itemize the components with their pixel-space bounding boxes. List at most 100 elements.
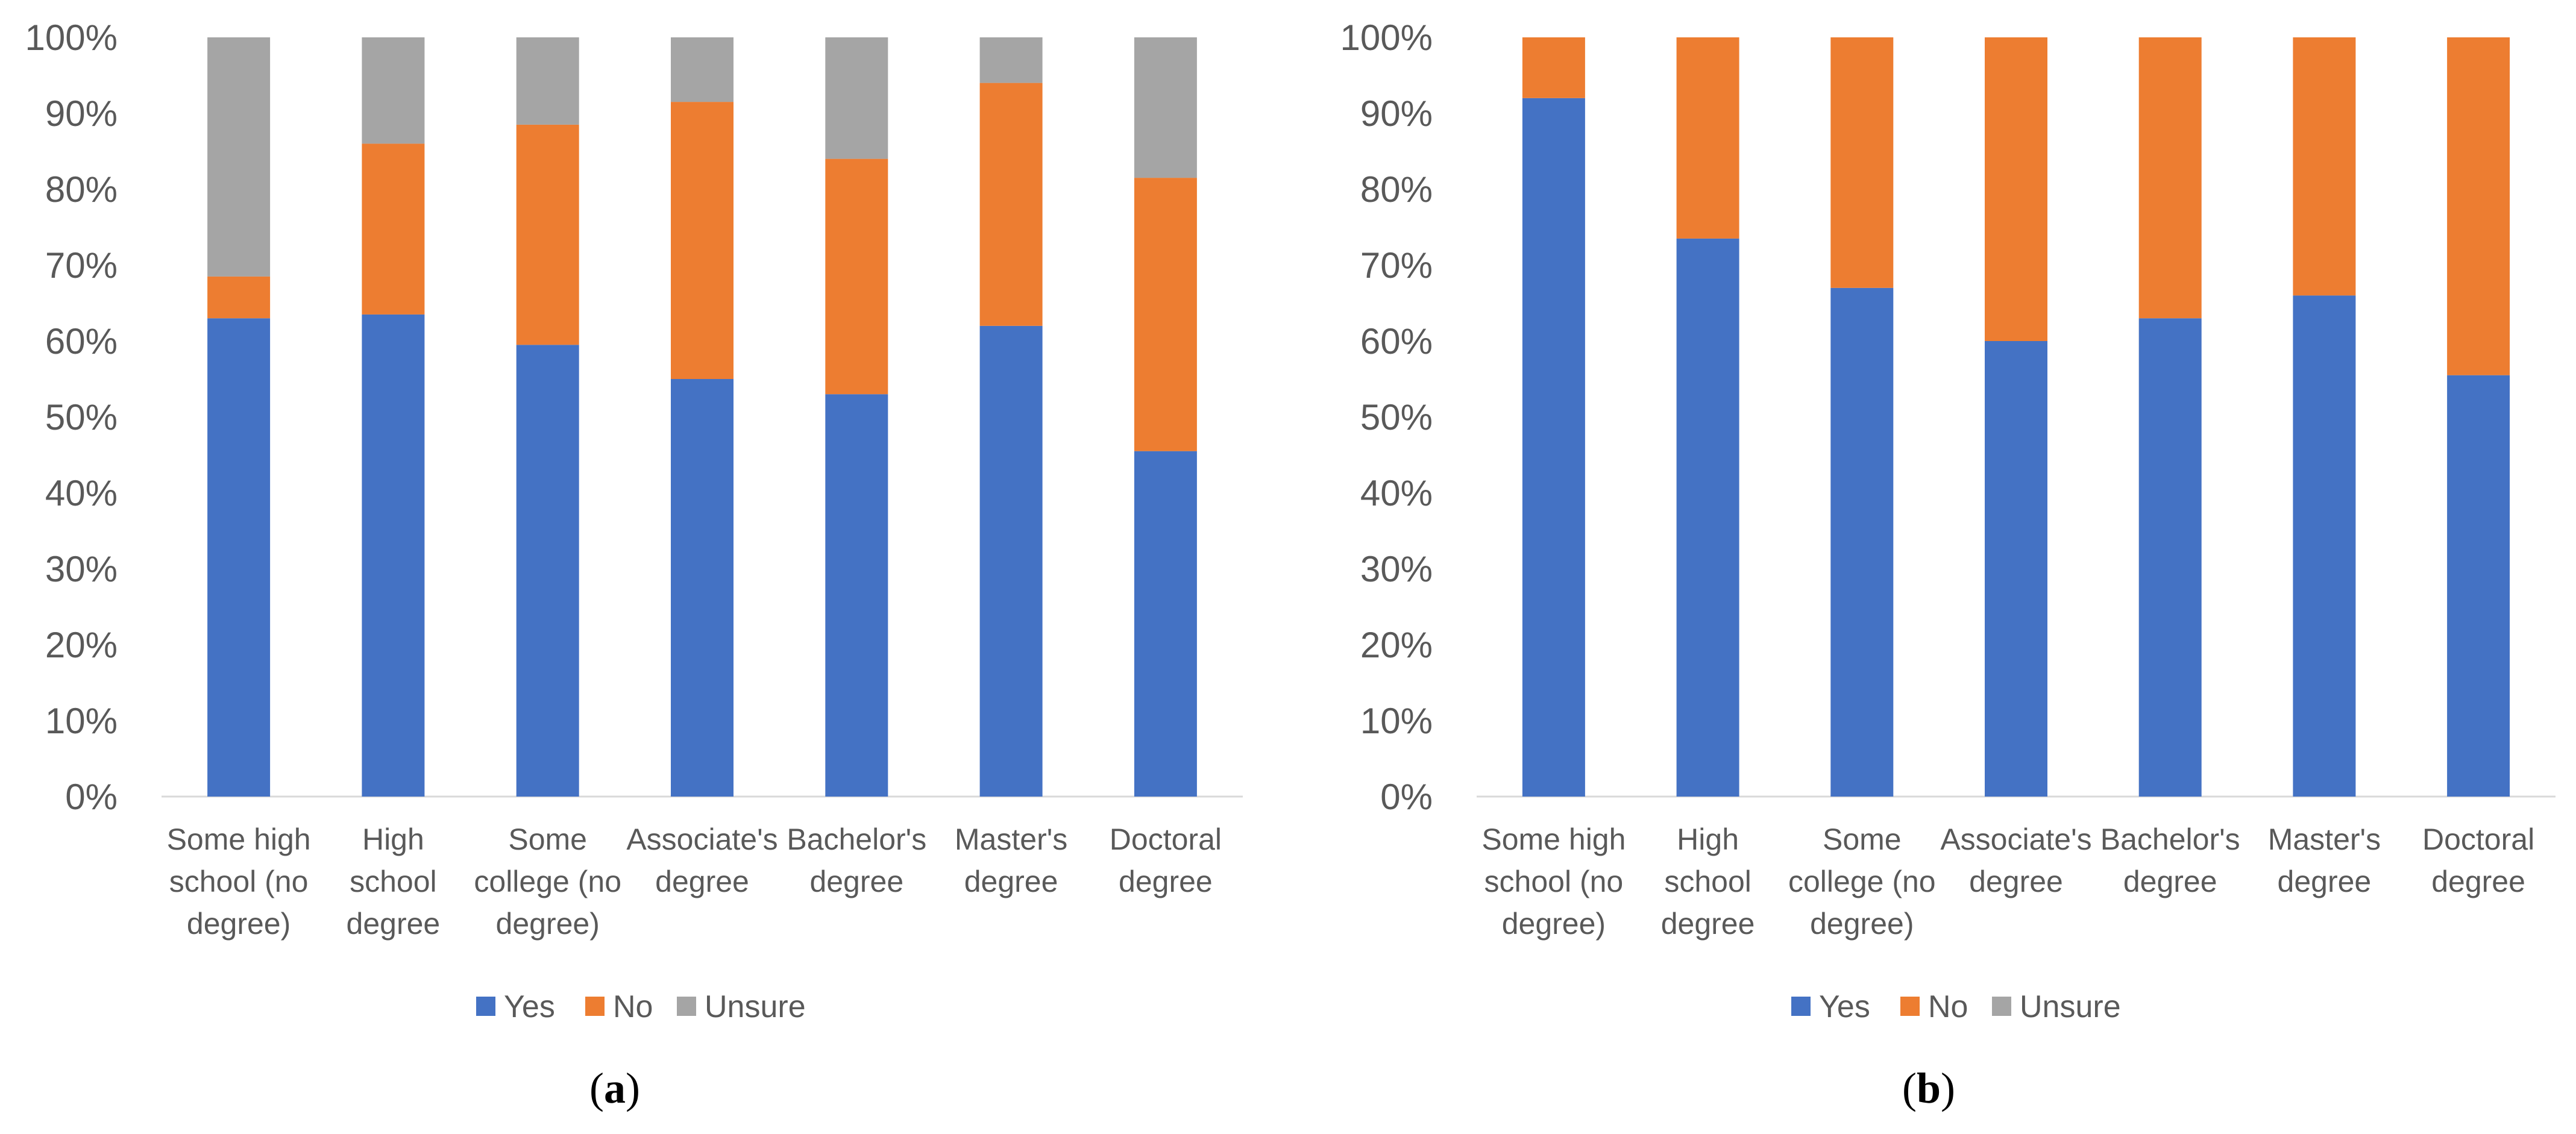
x-category-label: Some (1823, 822, 1902, 856)
bar-segment-yes (1134, 451, 1197, 797)
x-category-label: degree (655, 865, 749, 898)
bar-segment-unsure (979, 37, 1043, 83)
bar-segment-unsure (1134, 37, 1197, 178)
bar-segment-yes (516, 345, 579, 797)
legend-swatch-yes (476, 997, 495, 1016)
x-category-label: college (no (474, 865, 621, 898)
bar-segment-no (2447, 37, 2510, 375)
y-tick-label: 100% (25, 17, 118, 58)
bar-segment-no (1134, 178, 1197, 451)
y-tick-label: 10% (45, 701, 118, 741)
x-category-label: Some high (167, 822, 311, 856)
y-tick-label: 80% (1360, 169, 1433, 210)
chart-panel-b: 0% 10% 20% 30% 40% 50% 60% 70% 80% 90% 100% Some hi… (1340, 17, 2556, 1024)
bar-segment-no (2138, 37, 2202, 319)
bar-segment-no (362, 143, 425, 315)
bar-segment-yes (671, 379, 734, 797)
x-category-label: school (no (1484, 865, 1624, 898)
y-tick-label: 0% (65, 777, 118, 817)
y-tick-label: 20% (1360, 625, 1433, 665)
x-category-label: Master's (955, 822, 1067, 856)
x-category-label: degree) (496, 907, 600, 941)
bar-segment-no (516, 124, 579, 345)
bar-segment-yes (1676, 238, 1739, 797)
legend-label-yes: Yes (1819, 989, 1870, 1024)
y-tick-label: 40% (1360, 473, 1433, 513)
panel-label-a: (a) (589, 1064, 640, 1112)
legend-label-unsure: Unsure (705, 989, 806, 1024)
x-category-label: degree) (1502, 907, 1606, 941)
x-category-label: school (350, 865, 437, 898)
x-category-label: High (1677, 822, 1739, 856)
x-category-label: Associate's (626, 822, 778, 856)
bar-segment-unsure (207, 37, 271, 277)
bar-segment-yes (979, 325, 1043, 797)
y-tick-label: 50% (1360, 397, 1433, 437)
x-category-label: degree) (1810, 907, 1914, 941)
x-category-label: Bachelor's (2100, 822, 2240, 856)
bar-segment-yes (2293, 295, 2356, 797)
x-category-label: degree (964, 865, 1058, 898)
y-tick-label: 30% (45, 549, 118, 589)
x-category-label: degree (809, 865, 903, 898)
bar-segment-no (207, 276, 271, 319)
x-category-label: High (362, 822, 424, 856)
x-category-label: degree (347, 907, 441, 941)
y-tick-label: 70% (1360, 245, 1433, 286)
bar-segment-no (1985, 37, 2047, 341)
x-category-label: school (1664, 865, 1751, 898)
bar-segment-no (825, 158, 888, 395)
legend-label-no: No (1928, 989, 1968, 1024)
x-category-label: degree) (187, 907, 291, 941)
y-tick-label: 50% (45, 397, 118, 437)
x-category-label: Some high (1481, 822, 1626, 856)
bar-segment-yes (1522, 98, 1585, 797)
legend-swatch-no (1900, 997, 1920, 1016)
x-category-label: Some (508, 822, 587, 856)
x-category-label: degree (2431, 865, 2525, 898)
bar-segment-yes (825, 394, 888, 797)
bar-segment-yes (1830, 287, 1894, 797)
legend-label-yes: Yes (504, 989, 555, 1024)
legend-swatch-yes (1791, 997, 1811, 1016)
x-category-label: Bachelor's (787, 822, 926, 856)
bar-segment-unsure (825, 37, 888, 159)
x-category-label: degree (1969, 865, 2063, 898)
y-tick-label: 80% (45, 169, 118, 210)
bar-segment-no (671, 102, 734, 379)
y-tick-label: 40% (45, 473, 118, 513)
bar-segment-yes (207, 318, 271, 797)
y-tick-label: 90% (1360, 93, 1433, 134)
bar-segment-no (1522, 37, 1585, 98)
x-category-label: Associate's (1940, 822, 2091, 856)
y-tick-label: 20% (45, 625, 118, 665)
y-tick-label: 90% (45, 93, 118, 134)
x-category-label: college (no (1788, 865, 1936, 898)
legend-swatch-no (585, 997, 605, 1016)
y-tick-label: 0% (1380, 777, 1433, 817)
bar-segment-no (1830, 37, 1894, 288)
y-tick-label: 100% (1340, 17, 1433, 58)
x-category-label: Master's (2268, 822, 2381, 856)
y-tick-label: 70% (45, 245, 118, 286)
legend-label-unsure: Unsure (2020, 989, 2121, 1024)
bar-segment-yes (2447, 375, 2510, 797)
x-category-label: degree (1661, 907, 1755, 941)
legend-swatch-unsure (1992, 997, 2011, 1016)
bar-segment-no (2293, 37, 2356, 296)
bar-segment-unsure (671, 37, 734, 102)
bar-segment-yes (1985, 341, 2047, 797)
y-tick-label: 10% (1360, 701, 1433, 741)
x-category-label: degree (2278, 865, 2372, 898)
bar-segment-no (1676, 37, 1739, 239)
y-tick-label: 30% (1360, 549, 1433, 589)
x-category-label: Doctoral (1110, 822, 1222, 856)
bar-segment-no (979, 83, 1043, 326)
legend-label-no: No (613, 989, 653, 1024)
bar-segment-unsure (362, 37, 425, 144)
chart-panel-a: 0% 10% 20% 30% 40% 50% 60% 70% 80% 90% 100% Some hi… (25, 17, 1243, 1024)
bar-segment-yes (2138, 318, 2202, 797)
y-tick-label: 60% (45, 321, 118, 362)
panel-label-b: (b) (1902, 1064, 1955, 1112)
